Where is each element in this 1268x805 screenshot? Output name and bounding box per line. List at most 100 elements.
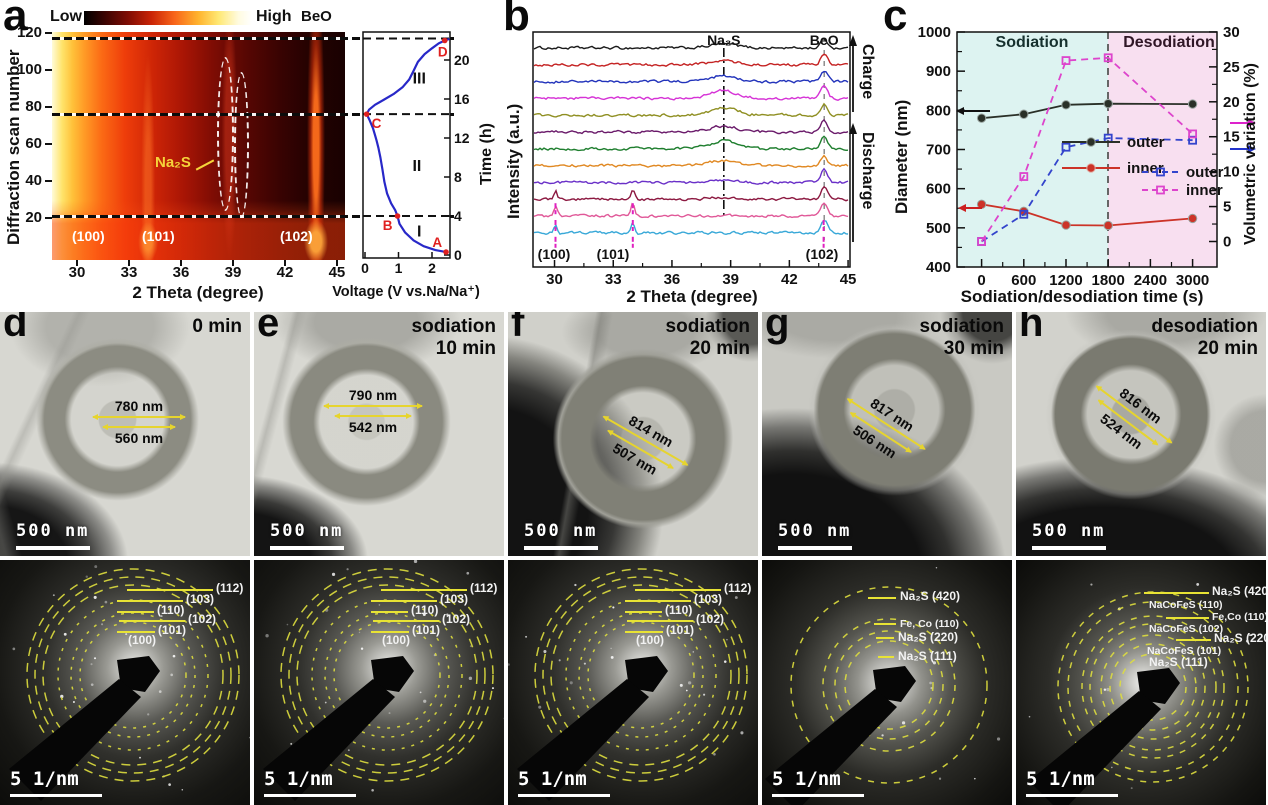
na2s-region-ellipse [217,57,234,211]
svg-text:45: 45 [840,271,857,288]
condition-label-e: sodiation 10 min [412,316,496,360]
panel-c-x-axis-label: Sodiation/desodiation time (s) [960,287,1204,306]
svg-text:700: 700 [926,141,951,158]
diameter-measurement-h: 816 nm 524 nm [1079,371,1183,466]
peak-label-101: (101) [142,228,175,244]
diameter-measurement-d: 780 nm 560 nm [92,398,186,446]
tem-column-e: e sodiation 10 min 790 nm 542 nm 500 nm … [254,312,504,805]
svg-text:D: D [438,45,448,60]
tem-column-d: d 0 min 780 nm 560 nm 500 nm (112) (103)(… [0,312,250,805]
condition-label-d: 0 min [192,316,242,338]
beo-streak-label: BeO [301,8,332,25]
scale-bar-label: 500 nm [524,521,598,541]
panel-a-insitu-xrd: a Low High BeO Diffraction scan number N… [0,0,500,308]
inset-x-axis-label: Voltage (V vs.Na/Na⁺) [332,284,480,300]
svg-text:inner: inner [1186,182,1223,199]
svg-text:(102): (102) [442,612,470,626]
svg-text:42: 42 [781,271,798,288]
panel-letter-d: d [3,312,28,345]
svg-text:(101): (101) [666,623,694,637]
svg-text:1: 1 [395,260,403,276]
peak-label-102: (102) [280,228,313,244]
saed-pattern-h: Na₂S (420)NaCoFeS (110)Fe,Co (110)NaCoFe… [1016,560,1266,805]
svg-text:Sodiation: Sodiation [996,34,1069,51]
svg-text:Na₂S (220): Na₂S (220) [898,630,958,644]
condition-line1: sodiation [411,316,496,337]
tem-column-g: g sodiation 30 min 817 nm 506 nm 500 nm … [762,312,1012,805]
scale-bar-line [778,546,852,550]
svg-text:30: 30 [1223,24,1240,41]
tem-image-h: h desodiation 20 min 816 nm 524 nm 500 n… [1016,312,1266,556]
svg-text:1800: 1800 [1092,272,1125,289]
svg-text:(100): (100) [538,246,571,262]
panel-letter-e: e [257,312,280,345]
svg-text:600: 600 [926,181,951,198]
peak-label-100: (100) [72,228,105,244]
svg-text:II: II [412,158,421,175]
svg-text:12: 12 [454,130,470,146]
saed-pattern-e: (112) (103) (110) (102) (101) (100) 5 1/nm [254,560,504,805]
na2s-region-ellipse-2 [234,72,249,218]
svg-text:NaCoFeS (101): NaCoFeS (101) [1147,645,1221,657]
scale-bar-h: 500 nm [1032,521,1106,550]
svg-text:25: 25 [1223,59,1240,76]
scale-bar-line [16,546,90,550]
svg-text:1000: 1000 [918,24,951,41]
condition-line1: desodiation [1151,316,1258,337]
saed-scale-line [518,794,610,797]
condition-line2: 20 min [689,337,750,359]
panel-a-x-axis-label: 2 Theta (degree) [132,283,264,302]
svg-text:15: 15 [1223,129,1240,146]
tem-image-d: d 0 min 780 nm 560 nm 500 nm [0,312,250,556]
scale-bar-label: 500 nm [1032,521,1106,541]
tem-image-f: f sodiation 20 min 814 nm 507 nm 500 nm [508,312,758,556]
panel-letter-g: g [765,312,790,345]
tem-saed-grid: d 0 min 780 nm 560 nm 500 nm (112) (103)(… [0,312,1266,805]
saed-scale-label: 5 1/nm [264,768,333,790]
inner-diameter-label: 560 nm [114,430,164,446]
saed-scale-line [1026,794,1118,797]
svg-text:B: B [383,218,393,233]
saed-scale-line [772,794,864,797]
saed-scale-label: 5 1/nm [518,768,587,790]
saed-rings-d: (112)(103)(110) (102)(101)(100) [9,565,250,801]
saed-pattern-d: (112) (103) (110) (102) (101) (100) 5 1/nm [0,560,250,805]
scale-bar-line [1032,546,1106,550]
xrd-contour-map: Na₂S (100) (101) (102) [52,32,345,260]
svg-text:(101): (101) [158,623,186,637]
scale-bar-line [524,546,598,550]
condition-line2: 30 min [943,337,1004,359]
svg-text:600: 600 [1011,272,1036,289]
svg-text:500: 500 [926,220,951,237]
outer-diameter-line [92,414,186,420]
inner-diameter-label: 542 nm [348,419,398,435]
saed-scale-line [10,794,102,797]
tem-image-g: g sodiation 30 min 817 nm 506 nm 500 nm [762,312,1012,556]
intensity-colorbar [84,11,252,25]
diameter-volume-plot: Sodiation Desodiation40050060070080090010… [918,24,1256,289]
svg-text:(112): (112) [724,581,751,595]
svg-text:Na₂S (111): Na₂S (111) [898,649,957,663]
xrd-patterns-plot: 30 33 36 39 42 45 Na₂S BeO (100) (101) (102) [532,31,857,288]
svg-text:0: 0 [1223,234,1231,251]
diameter-measurement-g: 817 nm 506 nm [832,383,935,473]
svg-text:30: 30 [546,271,563,288]
saed-rings-h: Na₂S (420)NaCoFeS (110)Fe,Co (110)NaCoFe… [1028,583,1266,805]
saed-scale-bar-e: 5 1/nm [264,768,356,797]
saed-rings-f: (112)(103)(110) (102)(101)(100) [508,568,751,801]
saed-scale-bar-g: 5 1/nm [772,768,864,797]
svg-text:5: 5 [1223,199,1231,216]
scale-bar-d: 500 nm [16,521,90,550]
svg-text:III: III [413,70,426,87]
svg-text:2: 2 [428,260,436,276]
saed-scale-label: 5 1/nm [772,768,841,790]
svg-text:(100): (100) [128,633,156,647]
inner-diameter-line [333,413,413,419]
saed-pattern-g: Na₂S (420) Fe, Co (110) Na₂S (220) Na₂S (11… [762,560,1012,805]
svg-text:0: 0 [977,272,985,289]
svg-text:outer: outer [1186,164,1224,181]
panel-b-y-axis-label: Intensity (a.u.) [504,103,523,219]
saed-scale-bar-f: 5 1/nm [518,768,610,797]
scale-bar-label: 500 nm [778,521,852,541]
